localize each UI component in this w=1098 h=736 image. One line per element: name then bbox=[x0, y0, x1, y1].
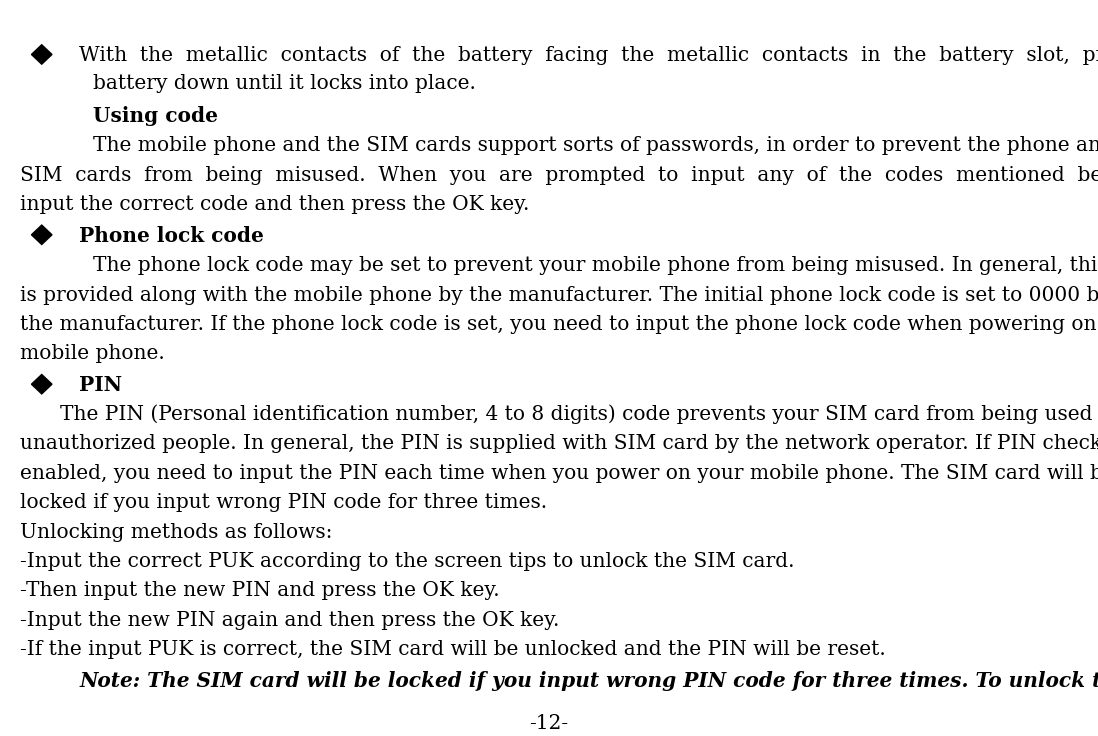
Text: -Input the correct PUK according to the screen tips to unlock the SIM card.: -Input the correct PUK according to the … bbox=[20, 552, 794, 571]
Text: Note: The SIM card will be locked if you input wrong PIN code for three times. T: Note: The SIM card will be locked if you… bbox=[79, 671, 1098, 691]
Text: unauthorized people. In general, the PIN is supplied with SIM card by the networ: unauthorized people. In general, the PIN… bbox=[20, 434, 1098, 453]
Text: -If the input PUK is correct, the SIM card will be unlocked and the PIN will be : -If the input PUK is correct, the SIM ca… bbox=[20, 640, 885, 659]
Polygon shape bbox=[32, 375, 52, 394]
Text: -12-: -12- bbox=[529, 714, 569, 733]
Text: PIN: PIN bbox=[79, 375, 122, 395]
Text: Phone lock code: Phone lock code bbox=[79, 226, 264, 246]
Text: battery down until it locks into place.: battery down until it locks into place. bbox=[93, 74, 477, 93]
Text: the manufacturer. If the phone lock code is set, you need to input the phone loc: the manufacturer. If the phone lock code… bbox=[20, 315, 1098, 334]
Text: Using code: Using code bbox=[93, 106, 219, 126]
Text: The mobile phone and the SIM cards support sorts of passwords, in order to preve: The mobile phone and the SIM cards suppo… bbox=[93, 136, 1098, 155]
Text: Unlocking methods as follows:: Unlocking methods as follows: bbox=[20, 523, 333, 542]
Text: locked if you input wrong PIN code for three times.: locked if you input wrong PIN code for t… bbox=[20, 493, 547, 512]
Polygon shape bbox=[32, 225, 52, 244]
Text: The PIN (Personal identification number, 4 to 8 digits) code prevents your SIM c: The PIN (Personal identification number,… bbox=[60, 405, 1098, 425]
Text: -Input the new PIN again and then press the OK key.: -Input the new PIN again and then press … bbox=[20, 611, 559, 630]
Text: -Then input the new PIN and press the OK key.: -Then input the new PIN and press the OK… bbox=[20, 581, 500, 601]
Text: With  the  metallic  contacts  of  the  battery  facing  the  metallic  contacts: With the metallic contacts of the batter… bbox=[79, 46, 1098, 65]
Text: The phone lock code may be set to prevent your mobile phone from being misused. : The phone lock code may be set to preven… bbox=[93, 256, 1098, 275]
Text: SIM  cards  from  being  misused.  When  you  are  prompted  to  input  any  of : SIM cards from being misused. When you a… bbox=[20, 166, 1098, 185]
Text: is provided along with the mobile phone by the manufacturer. The initial phone l: is provided along with the mobile phone … bbox=[20, 286, 1098, 305]
Text: enabled, you need to input the PIN each time when you power on your mobile phone: enabled, you need to input the PIN each … bbox=[20, 464, 1098, 483]
Text: input the correct code and then press the OK key.: input the correct code and then press th… bbox=[20, 195, 529, 214]
Polygon shape bbox=[32, 45, 52, 64]
Text: mobile phone.: mobile phone. bbox=[20, 344, 165, 364]
